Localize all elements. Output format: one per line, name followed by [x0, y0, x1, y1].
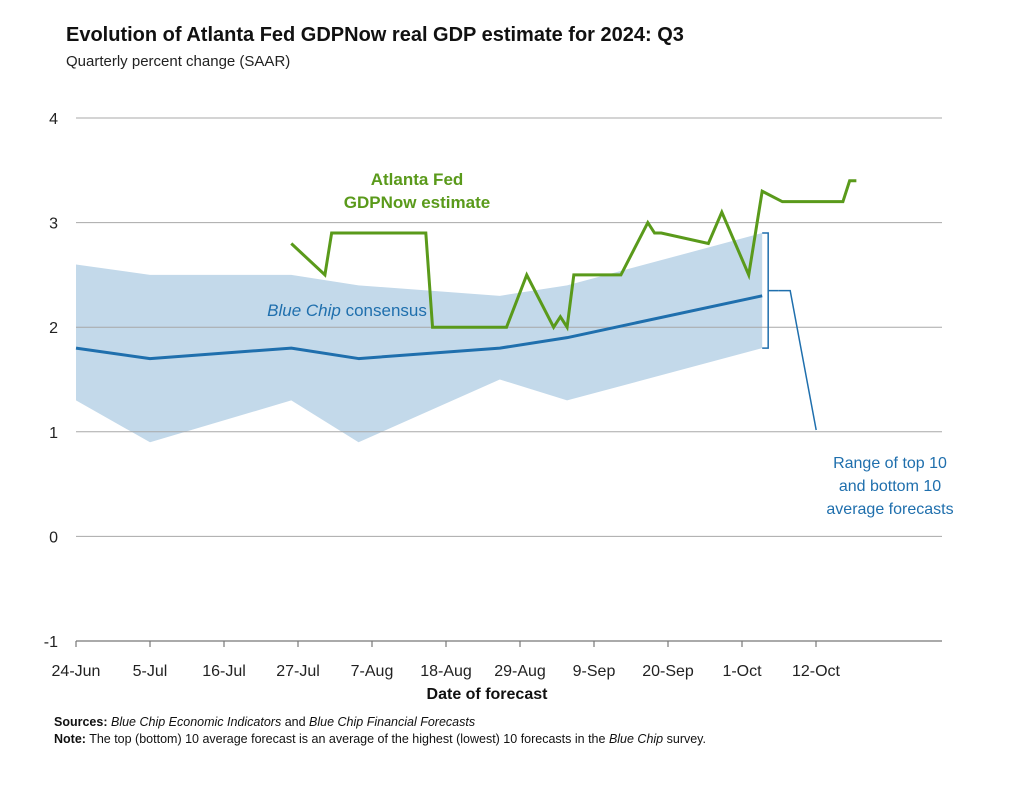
x-tick-label: 9-Sep	[573, 663, 616, 680]
y-tick-label: 1	[49, 425, 58, 442]
x-tick-label: 24-Jun	[52, 663, 101, 680]
sources-source-1: Blue Chip Economic Indicators	[110, 715, 282, 729]
range-annotation-line: and bottom 10	[839, 478, 941, 495]
y-tick-label: 0	[49, 529, 58, 546]
x-tick-label: 5-Jul	[133, 663, 168, 680]
note-end: survey.	[663, 732, 706, 746]
note-text: The top (bottom) 10 average forecast is …	[85, 732, 609, 746]
x-tick-label: 29-Aug	[494, 663, 546, 680]
chart-title: Evolution of Atlanta Fed GDPNow real GDP…	[66, 24, 684, 46]
x-tick-label: 12-Oct	[792, 663, 841, 680]
x-tick-label: 1-Oct	[722, 663, 762, 680]
x-tick-label: 27-Jul	[276, 663, 320, 680]
consensus-annotation-rest: consensus	[341, 301, 427, 320]
range-annotation-line: Range of top 10	[833, 455, 947, 472]
series-line-consensus	[75, 294, 763, 361]
x-tick-label: 16-Jul	[202, 663, 246, 680]
x-axis-label: Date of forecast	[427, 686, 549, 703]
x-tick-label: 7-Aug	[351, 663, 394, 680]
x-tick-label: 20-Sep	[642, 663, 694, 680]
chart-subtitle: Quarterly percent change (SAAR)	[66, 53, 291, 70]
note-italic: Blue Chip	[608, 732, 664, 746]
range-leader-line	[778, 289, 817, 431]
gdpnow-annotation-line1: Atlanta Fed	[371, 170, 464, 189]
sources-source-2: Blue Chip Financial Forecasts	[309, 715, 476, 729]
range-bracket	[762, 232, 779, 349]
sources-and: and	[281, 715, 310, 729]
chart-footer: Sources: Blue Chip Economic Indicators a…	[54, 714, 934, 748]
y-tick-label: -1	[44, 634, 58, 651]
note-label: Note:	[54, 732, 86, 746]
range-annotation-line: average forecasts	[826, 501, 953, 518]
y-tick-label: 2	[49, 320, 58, 337]
forecast-range-band	[76, 233, 763, 443]
y-tick-label: 4	[49, 111, 58, 128]
consensus-annotation-italic: Blue Chip	[267, 301, 341, 320]
x-tick-label: 18-Aug	[420, 663, 472, 680]
sources-label: Sources:	[54, 715, 108, 729]
y-tick-label: 3	[49, 216, 58, 233]
gdpnow-annotation-line2: GDPNow estimate	[344, 193, 490, 212]
note-line: Note: The top (bottom) 10 average foreca…	[54, 731, 934, 748]
sources-line: Sources: Blue Chip Economic Indicators a…	[54, 714, 934, 731]
series-line-gdpnow	[290, 179, 857, 332]
consensus-annotation: Blue Chip consensus	[267, 301, 427, 320]
